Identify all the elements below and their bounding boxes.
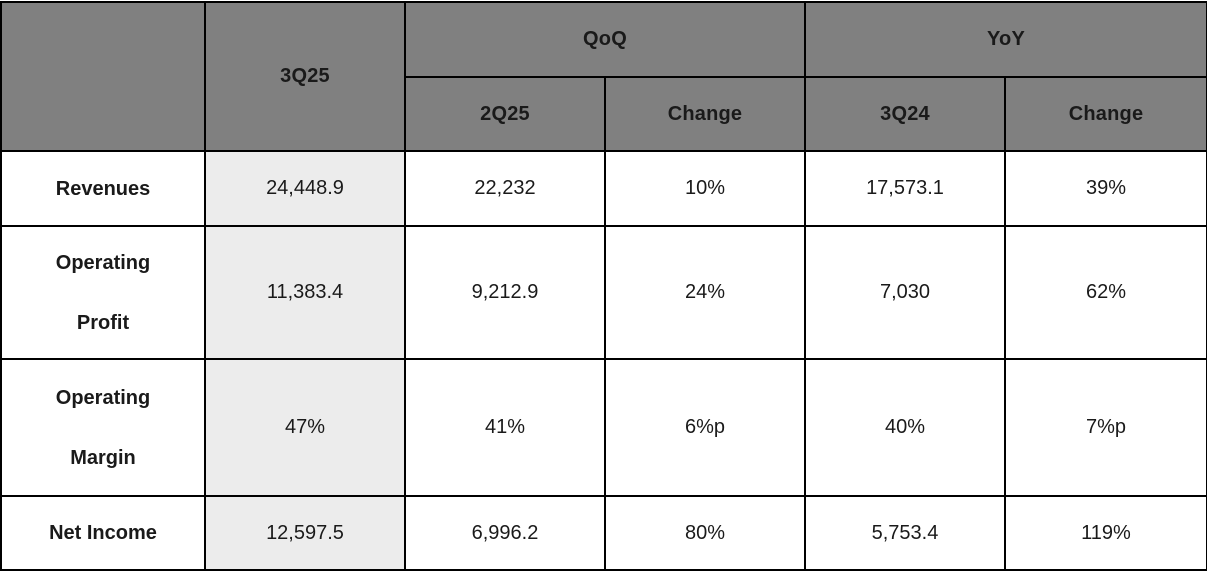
cell-net-income-2q25: 6,996.2 <box>404 495 606 571</box>
cell-net-income-3q25: 12,597.5 <box>204 495 406 571</box>
col-group-qoq: QoQ <box>404 1 806 78</box>
col-group-yoy: YoY <box>803 1 1207 78</box>
row-label-operating-margin: Operating Margin <box>0 358 206 497</box>
cell-revenues-3q25: 24,448.9 <box>204 150 406 227</box>
row-label-revenues: Revenues <box>0 150 206 227</box>
cell-net-income-3q24: 5,753.4 <box>804 495 1006 571</box>
cell-revenues-2q25: 22,232 <box>404 150 606 227</box>
row-label-net-income: Net Income <box>0 495 206 571</box>
col-header-qoq-change: Change <box>604 76 806 152</box>
cell-operating-margin-2q25: 41% <box>404 358 606 497</box>
row-label-operating-profit: Operating Profit <box>0 225 206 360</box>
cell-operating-profit-yoy-change: 62% <box>1003 225 1207 360</box>
table-row-operating-profit: Operating Profit 11,383.4 9,212.9 24% 7,… <box>0 225 1207 360</box>
cell-operating-profit-2q25: 9,212.9 <box>404 225 606 360</box>
cell-operating-margin-yoy-change: 7%p <box>1003 358 1207 497</box>
table-header: 3Q25 QoQ YoY 2Q25 Change 3Q24 Change <box>0 1 1207 152</box>
header-row-groups: 3Q25 QoQ YoY <box>0 1 1207 152</box>
cell-revenues-yoy-change: 39% <box>1003 150 1207 227</box>
col-header-2q25: 2Q25 <box>404 76 606 152</box>
table-row-net-income: Net Income 12,597.5 6,996.2 80% 5,753.4 … <box>0 495 1207 571</box>
corner-cell <box>0 1 206 152</box>
cell-revenues-qoq-change: 10% <box>604 150 806 227</box>
cell-operating-margin-3q24: 40% <box>804 358 1006 497</box>
header-row-subcolumns: 2Q25 Change 3Q24 Change <box>1 76 1207 152</box>
col-header-yoy-change: Change <box>1003 76 1207 152</box>
cell-operating-profit-3q24: 7,030 <box>804 225 1006 360</box>
cell-operating-margin-3q25: 47% <box>204 358 406 497</box>
cell-operating-profit-qoq-change: 24% <box>604 225 806 360</box>
table-body: Revenues 24,448.9 22,232 10% 17,573.1 39… <box>0 150 1207 571</box>
table-row-operating-margin: Operating Margin 47% 41% 6%p 40% 7%p <box>0 358 1207 497</box>
cell-net-income-qoq-change: 80% <box>604 495 806 571</box>
table-row-revenues: Revenues 24,448.9 22,232 10% 17,573.1 39… <box>0 150 1207 227</box>
col-header-3q24: 3Q24 <box>804 76 1006 152</box>
col-header-3q25: 3Q25 <box>204 1 406 152</box>
cell-operating-profit-3q25: 11,383.4 <box>204 225 406 360</box>
cell-operating-margin-qoq-change: 6%p <box>604 358 806 497</box>
cell-net-income-yoy-change: 119% <box>1003 495 1207 571</box>
cell-revenues-3q24: 17,573.1 <box>804 150 1006 227</box>
